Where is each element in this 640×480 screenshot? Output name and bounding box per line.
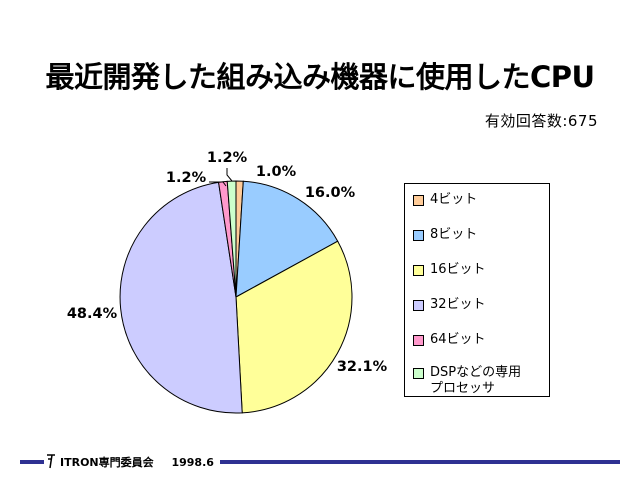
chart-title: 最近開発した組み込み機器に使用したCPU (45, 60, 595, 94)
legend-swatch (413, 195, 424, 206)
footer-rule-left (20, 460, 44, 464)
footer: ITRON専門委員会 1998.6 (0, 452, 640, 472)
slice-8bit (235, 180, 339, 298)
data-label: 1.0% (256, 164, 297, 180)
respondent-count: 有効回答数:675 (484, 112, 598, 130)
legend-item: 16ビット (413, 262, 486, 278)
legend-label: 8ビット (430, 227, 478, 242)
legend-swatch (413, 300, 424, 311)
slice-16bit (235, 240, 353, 414)
legend-label: 32ビット (430, 297, 486, 312)
itron-logo-icon (47, 454, 55, 469)
leader-line (209, 181, 227, 187)
legend-item: 4ビット (413, 192, 477, 208)
legend-swatch (413, 230, 424, 241)
data-label: 48.4% (67, 306, 118, 322)
chart-legend: 4ビット 8ビット 16ビット 32ビット 64ビット DSPなどの専用 プロセ… (404, 183, 550, 397)
footer-org: ITRON専門委員会 (60, 456, 154, 469)
legend-label: 16ビット (430, 262, 486, 277)
data-label: 16.0% (305, 185, 356, 201)
footer-date: 1998.6 (171, 456, 214, 469)
legend-item: 64ビット (413, 332, 486, 348)
legend-item: 32ビット (413, 297, 486, 313)
legend-item: 8ビット (413, 227, 477, 243)
legend-swatch (413, 335, 424, 346)
footer-rule-right (220, 460, 620, 464)
leader-line (226, 168, 233, 182)
data-label: 1.2% (207, 150, 248, 166)
data-label: 1.2% (166, 170, 207, 186)
slice-32bit (119, 181, 243, 414)
legend-label: 4ビット (430, 192, 478, 207)
legend-swatch (413, 265, 424, 276)
legend-label: 64ビット (430, 332, 486, 347)
legend-item: DSPなどの専用 プロセッサ (413, 365, 521, 397)
legend-swatch (413, 368, 424, 379)
legend-label: DSPなどの専用 プロセッサ (430, 365, 522, 396)
data-label: 32.1% (337, 359, 388, 375)
